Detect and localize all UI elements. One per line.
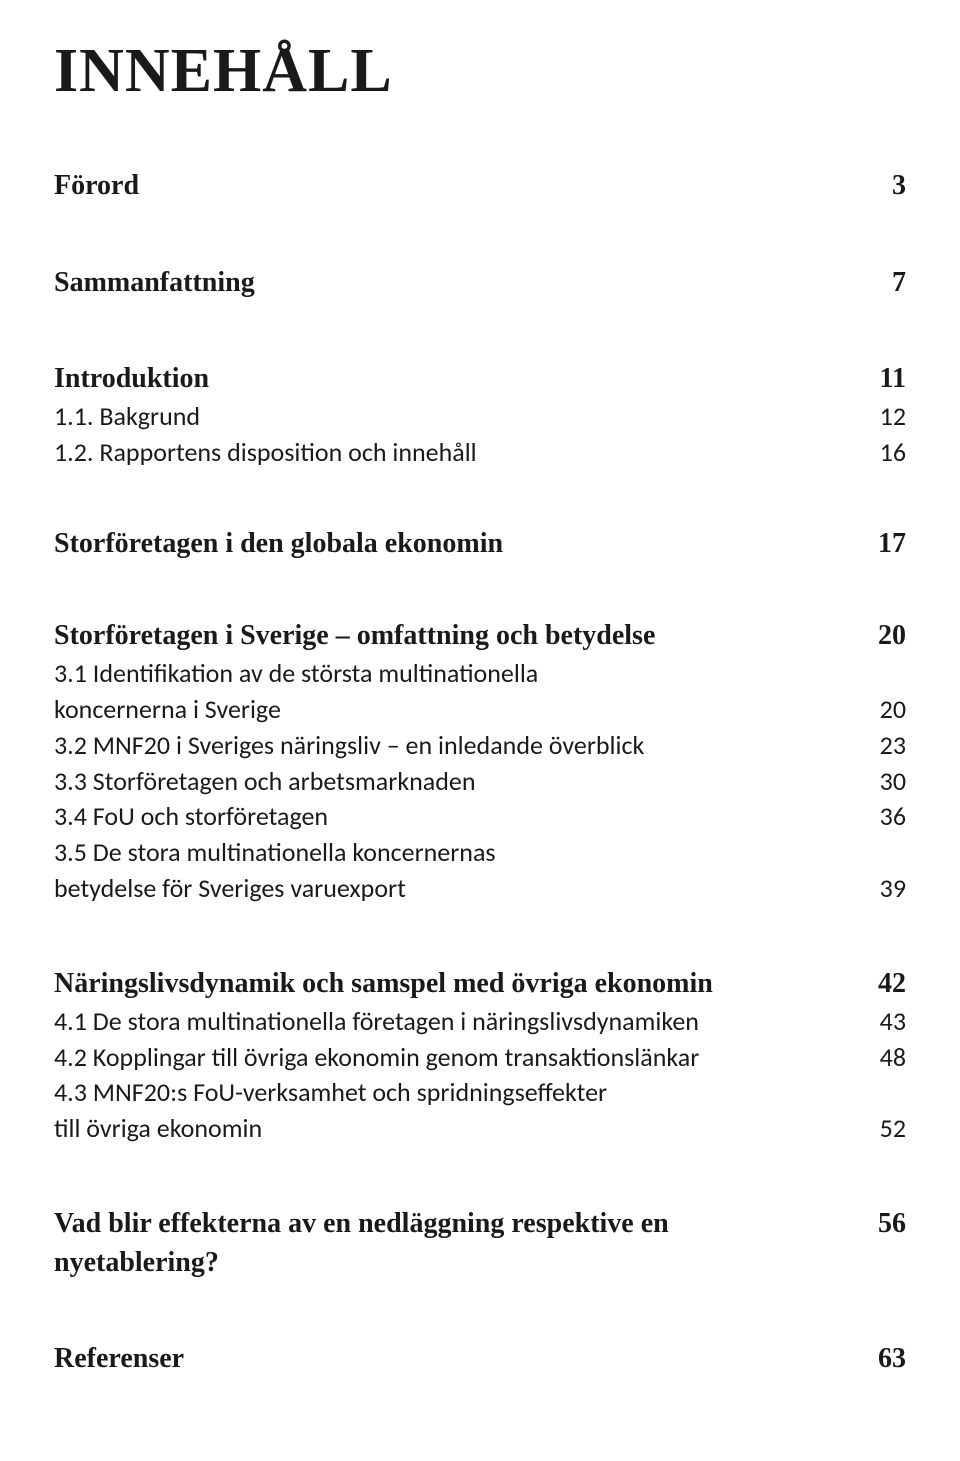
toc-page: 16 — [856, 435, 906, 471]
toc-page: 52 — [856, 1111, 906, 1147]
toc-page: 23 — [856, 728, 906, 764]
toc-label: till övriga ekonomin — [54, 1111, 856, 1147]
toc-label: 4.3 MNF20:s FoU-verksamhet och spridning… — [54, 1075, 856, 1111]
toc-label: 1.1. Bakgrund — [54, 399, 856, 435]
toc-heading-global: Storföretagen i den globala ekonomin 17 — [54, 525, 906, 564]
toc-label: betydelse för Sveriges varuexport — [54, 871, 856, 907]
toc-page: 12 — [856, 399, 906, 435]
toc-heading-introduktion: Introduktion 11 — [54, 360, 906, 399]
toc-entry: 4.3 MNF20:s FoU-verksamhet och spridning… — [54, 1075, 906, 1111]
toc-label: koncernerna i Sverige — [54, 692, 856, 728]
toc-heading-vad: Vad blir effekterna av en nedläggning re… — [54, 1205, 906, 1282]
toc-page: 43 — [856, 1004, 906, 1040]
toc-label: Referenser — [54, 1340, 856, 1379]
toc-label: 3.4 FoU och storföretagen — [54, 799, 856, 835]
toc-entry: 3.5 De stora multinationella koncernerna… — [54, 835, 906, 871]
toc-label: Sammanfattning — [54, 264, 856, 303]
toc-page: 48 — [856, 1040, 906, 1076]
toc-page: 36 — [856, 799, 906, 835]
toc-page: 20 — [856, 692, 906, 728]
toc-label: Vad blir effekterna av en nedläggning re… — [54, 1205, 856, 1282]
toc-label: 3.3 Storföretagen och arbetsmarknaden — [54, 764, 856, 800]
table-of-contents: Förord 3 Sammanfattning 7 Introduktion 1… — [54, 167, 906, 1379]
toc-entry: 3.2 MNF20 i Sveriges näringsliv – en inl… — [54, 728, 906, 764]
toc-entry: 3.4 FoU och storföretagen 36 — [54, 799, 906, 835]
toc-label: Förord — [54, 167, 856, 206]
toc-heading-referenser: Referenser 63 — [54, 1340, 906, 1379]
toc-page: 20 — [856, 617, 906, 656]
toc-page: 3 — [856, 167, 906, 206]
toc-heading-forord: Förord 3 — [54, 167, 906, 206]
page-title: INNEHÅLL — [54, 36, 906, 107]
toc-label: 3.2 MNF20 i Sveriges näringsliv – en inl… — [54, 728, 856, 764]
toc-heading-sverige: Storföretagen i Sverige – omfattning och… — [54, 617, 906, 656]
toc-page: 56 — [856, 1205, 906, 1244]
toc-entry-continuation: betydelse för Sveriges varuexport 39 — [54, 871, 906, 907]
toc-page: 30 — [856, 764, 906, 800]
toc-label: 4.1 De stora multinationella företagen i… — [54, 1004, 856, 1040]
toc-label: Storföretagen i den globala ekonomin — [54, 525, 856, 564]
toc-entry: 3.1 Identifikation av de största multina… — [54, 656, 906, 692]
toc-entry-continuation: till övriga ekonomin 52 — [54, 1111, 906, 1147]
toc-page: 17 — [856, 525, 906, 564]
toc-label: 3.5 De stora multinationella koncernerna… — [54, 835, 856, 871]
toc-label: Storföretagen i Sverige – omfattning och… — [54, 617, 856, 656]
toc-label: 1.2. Rapportens disposition och innehåll — [54, 435, 856, 471]
toc-heading-naringsliv: Näringslivsdynamik och samspel med övrig… — [54, 965, 906, 1004]
toc-page: 42 — [856, 965, 906, 1004]
toc-label: Näringslivsdynamik och samspel med övrig… — [54, 965, 856, 1004]
toc-page: 7 — [856, 264, 906, 303]
toc-page: 39 — [856, 871, 906, 907]
toc-page: 11 — [856, 360, 906, 399]
toc-page: 63 — [856, 1340, 906, 1379]
toc-entry: 4.2 Kopplingar till övriga ekonomin geno… — [54, 1040, 906, 1076]
toc-heading-sammanfattning: Sammanfattning 7 — [54, 264, 906, 303]
toc-entry: 1.2. Rapportens disposition och innehåll… — [54, 435, 906, 471]
toc-entry: 1.1. Bakgrund 12 — [54, 399, 906, 435]
toc-label: 4.2 Kopplingar till övriga ekonomin geno… — [54, 1040, 856, 1076]
toc-label: 3.1 Identifikation av de största multina… — [54, 656, 856, 692]
toc-label: Introduktion — [54, 360, 856, 399]
toc-entry-continuation: koncernerna i Sverige 20 — [54, 692, 906, 728]
toc-entry: 3.3 Storföretagen och arbetsmarknaden 30 — [54, 764, 906, 800]
toc-entry: 4.1 De stora multinationella företagen i… — [54, 1004, 906, 1040]
